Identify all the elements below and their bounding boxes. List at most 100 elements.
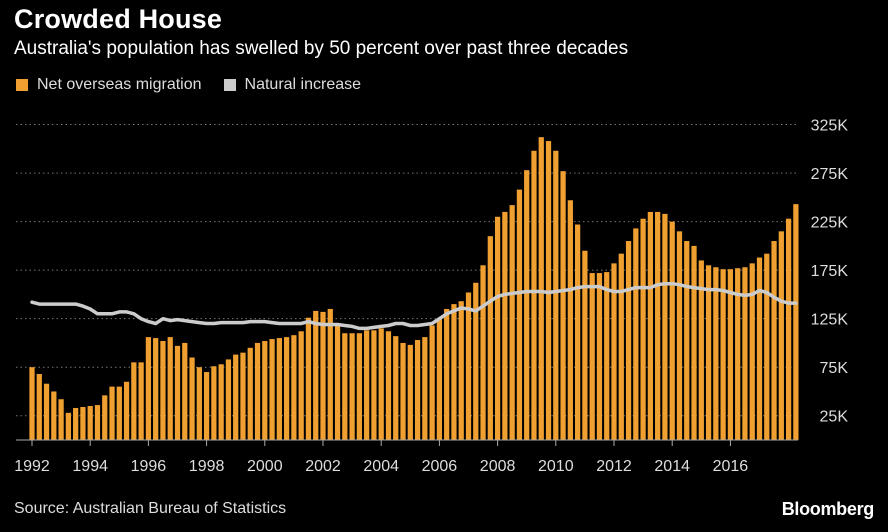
legend-swatch-migration xyxy=(16,79,28,91)
x-tick-label: 2008 xyxy=(480,458,516,475)
x-tick-label: 1998 xyxy=(189,458,225,475)
bar xyxy=(451,304,457,440)
bar xyxy=(764,253,770,440)
bar xyxy=(487,236,493,440)
bar xyxy=(502,211,508,440)
bar xyxy=(465,292,472,440)
x-tick-label: 2006 xyxy=(422,458,458,475)
y-tick-label: 175K xyxy=(811,263,849,280)
brand-logo: Bloomberg xyxy=(781,499,875,519)
bar xyxy=(749,263,755,440)
bar xyxy=(291,335,297,440)
bar xyxy=(182,342,188,440)
y-tick-label: 25K xyxy=(820,409,849,426)
bar xyxy=(145,337,152,440)
bar xyxy=(414,340,421,440)
x-tick-label: 1992 xyxy=(14,458,50,475)
bar xyxy=(218,364,224,440)
x-tick-label: 2004 xyxy=(363,458,399,475)
x-tick-label: 2010 xyxy=(538,458,574,475)
bar xyxy=(625,241,632,440)
bar xyxy=(43,383,50,440)
bar xyxy=(531,150,537,440)
x-tick-label: 2012 xyxy=(596,458,632,475)
bar xyxy=(284,337,290,440)
bar xyxy=(509,205,515,440)
bar xyxy=(51,391,57,440)
bar xyxy=(262,341,268,440)
bar xyxy=(327,308,333,440)
bar xyxy=(87,406,93,440)
bar xyxy=(436,318,443,440)
bar xyxy=(203,372,210,440)
bar xyxy=(640,218,646,440)
bar xyxy=(618,253,624,440)
bar xyxy=(378,328,384,440)
bar xyxy=(102,395,108,440)
x-tick-label: 2014 xyxy=(654,458,690,475)
bar xyxy=(553,150,559,440)
bar xyxy=(713,267,719,440)
bar xyxy=(611,263,617,440)
bar xyxy=(153,338,159,440)
bar xyxy=(669,221,675,440)
bar xyxy=(727,269,734,440)
bar xyxy=(233,354,239,440)
bar xyxy=(298,331,304,440)
bar xyxy=(698,260,704,440)
bar xyxy=(516,189,523,440)
x-tick-label: 1996 xyxy=(131,458,167,475)
bar xyxy=(393,336,399,440)
bar xyxy=(116,386,122,440)
bar xyxy=(662,213,668,440)
series-line-natural-increase xyxy=(30,281,798,331)
bar xyxy=(131,362,137,440)
bar xyxy=(356,333,362,440)
bar xyxy=(160,341,166,440)
chart-subtitle: Australia's population has swelled by 50… xyxy=(14,38,629,59)
bar xyxy=(276,338,282,440)
bar xyxy=(480,265,486,440)
legend-label-natural: Natural increase xyxy=(244,76,362,93)
bar xyxy=(778,231,784,440)
bar xyxy=(604,272,610,440)
bar xyxy=(771,241,777,440)
legend-swatch-natural xyxy=(223,79,236,91)
bar xyxy=(94,405,101,440)
bar xyxy=(691,245,697,440)
bar xyxy=(80,407,86,440)
bar xyxy=(36,374,42,440)
bar xyxy=(633,228,639,440)
bar xyxy=(334,323,341,440)
bar xyxy=(385,331,392,440)
bar xyxy=(167,337,173,440)
x-tick-label: 1994 xyxy=(72,458,108,475)
legend-item-natural: Natural increase xyxy=(223,76,362,94)
bar xyxy=(429,325,435,440)
bar xyxy=(400,342,406,440)
bar xyxy=(560,171,566,440)
bar xyxy=(65,412,71,440)
bar xyxy=(582,250,588,440)
y-tick-label: 75K xyxy=(820,360,849,377)
bar xyxy=(364,330,370,440)
bar xyxy=(705,265,712,440)
bar xyxy=(58,399,64,440)
bar xyxy=(684,241,690,440)
bar xyxy=(73,407,79,440)
bar xyxy=(342,333,348,440)
y-tick-label: 275K xyxy=(811,166,849,183)
bar xyxy=(407,344,413,440)
bar xyxy=(647,211,653,440)
bar xyxy=(589,273,595,440)
bar xyxy=(240,352,246,440)
bar xyxy=(254,342,261,440)
bar xyxy=(785,218,792,440)
bar xyxy=(793,204,799,440)
bar xyxy=(123,381,130,440)
bar xyxy=(720,269,726,440)
x-tick-label: 2002 xyxy=(305,458,341,475)
bar xyxy=(524,170,530,441)
legend-item-migration: Net overseas migration xyxy=(16,76,202,94)
bar xyxy=(313,310,319,440)
